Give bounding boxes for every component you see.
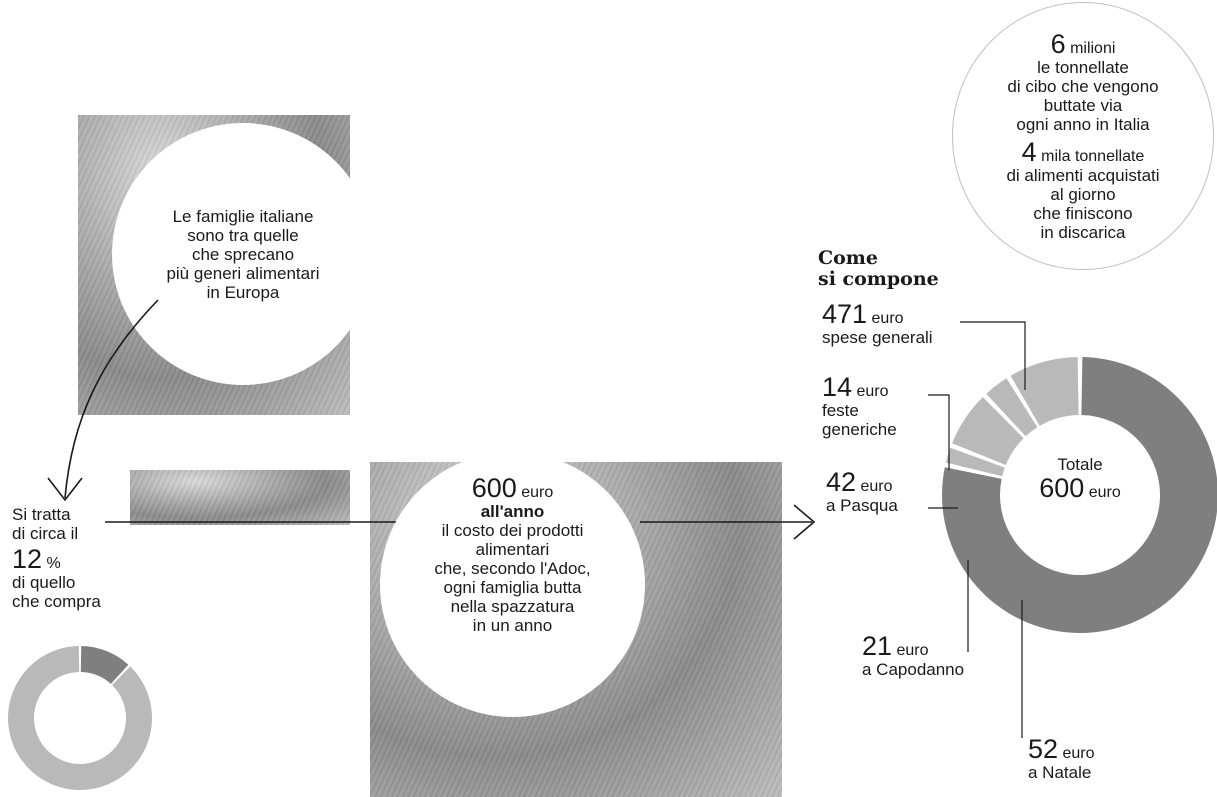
breakdown-heading-line-1: Come [818, 247, 878, 269]
cost-line-1: il costo dei prodotti [441, 521, 584, 540]
label-feste-generiche: 14 euro feste generiche [822, 373, 897, 439]
stat2-line-1: di alimenti acquistati [1006, 166, 1160, 185]
share-unit: % [46, 555, 61, 572]
intro-line-1: Le famiglie italiane [172, 206, 314, 226]
donut-center: Totale 600 euro [1020, 455, 1140, 502]
stat1-line-2: di cibo che vengono [1007, 77, 1159, 96]
label-capodanno-value: 21 [862, 631, 893, 661]
breakdown-donut-chart [942, 357, 1217, 633]
label-capodanno-text: a Capodanno [862, 660, 965, 679]
intro-line-3: che sprecano [191, 244, 295, 264]
big-donut-slice-a-capodanno [986, 378, 1038, 437]
label-spese-value: 471 [822, 299, 868, 329]
label-pasqua-text: a Pasqua [826, 496, 898, 515]
label-spese-unit: euro [871, 310, 904, 327]
cost-unit: euro [521, 484, 554, 501]
cost-line-3: che, secondo l'Adoc, [434, 559, 591, 578]
stat1-line-3: buttate via [1043, 96, 1123, 115]
cost-line-5: nella spazzatura [450, 597, 575, 616]
breakdown-heading: Come si compone [818, 248, 939, 290]
label-natale-value: 52 [1028, 734, 1059, 764]
small-donut-slice-sprecato [80, 646, 129, 684]
breakdown-heading-line-2: si compone [818, 268, 939, 290]
intro-line-2: sono tra quelle [187, 225, 299, 245]
stat2-line-3: che finiscono [1033, 204, 1133, 223]
share-line-1: Si tratta [12, 505, 71, 524]
leader-feste [928, 394, 950, 470]
cost-line-4: ogni famiglia butta [443, 578, 582, 597]
cost-circle: 600 euro all'anno il costo dei prodotti … [380, 452, 645, 717]
big-donut-slice-feste-generiche [945, 447, 1005, 477]
intro-line-5: in Europa [206, 282, 280, 302]
label-capodanno-unit: euro [896, 642, 929, 659]
label-spese-generali: 471 euro spese generali [822, 300, 933, 347]
share-line-4: che compra [12, 592, 101, 611]
share-line-3: di quello [12, 573, 76, 592]
label-pasqua-unit: euro [860, 478, 893, 495]
big-donut-slice-a-natale [1010, 357, 1079, 426]
stat1-line-1: le tonnellate [1037, 58, 1129, 77]
label-pasqua: 42 euro a Pasqua [826, 468, 898, 515]
donut-center-label: Totale [1057, 455, 1103, 474]
big-donut-slice-spese-generali [942, 357, 1217, 633]
share-line-2: di circa il [12, 524, 79, 543]
label-natale-text: a Natale [1028, 763, 1092, 782]
label-feste-text-1: feste [822, 401, 859, 420]
share-block: Si tratta di circa il 12 % di quello che… [12, 505, 132, 611]
label-feste-value: 14 [822, 372, 853, 402]
small-donut-slice-resto [8, 646, 153, 790]
cost-line-2: alimentari [475, 540, 550, 559]
intro-circle: Le famiglie italiane sono tra quelle che… [112, 123, 374, 385]
stat2-value: 4 [1021, 137, 1037, 167]
stat2-line-4: in discarica [1040, 223, 1126, 242]
label-feste-unit: euro [856, 383, 889, 400]
big-donut-slice-a-pasqua [952, 397, 1024, 466]
share-donut-chart [8, 646, 153, 790]
share-value: 12 [12, 544, 43, 574]
cost-value: 600 [471, 473, 517, 503]
label-feste-text-2: generiche [822, 420, 897, 439]
stat2-line-2: al giorno [1050, 185, 1116, 204]
label-natale: 52 euro a Natale [1028, 735, 1095, 782]
stat2-unit: mila tonnellate [1041, 148, 1145, 165]
stats-circle: 6 milioni le tonnellate di cibo che veng… [952, 2, 1214, 270]
label-natale-unit: euro [1062, 745, 1095, 762]
donut-center-value: 600 [1039, 473, 1085, 503]
cost-bold-line: all'anno [480, 502, 545, 521]
food-photo-strip [130, 470, 350, 525]
stat1-value: 6 [1050, 29, 1066, 59]
stat1-line-4: ogni anno in Italia [1016, 115, 1150, 134]
stat1-unit: milioni [1070, 40, 1116, 57]
label-pasqua-value: 42 [826, 467, 857, 497]
donut-center-unit: euro [1088, 484, 1121, 501]
label-spese-text: spese generali [822, 328, 933, 347]
cost-line-6: in un anno [472, 616, 553, 635]
label-capodanno: 21 euro a Capodanno [862, 632, 964, 679]
leader-spese [960, 321, 1026, 390]
intro-line-4: più generi alimentari [166, 263, 320, 283]
